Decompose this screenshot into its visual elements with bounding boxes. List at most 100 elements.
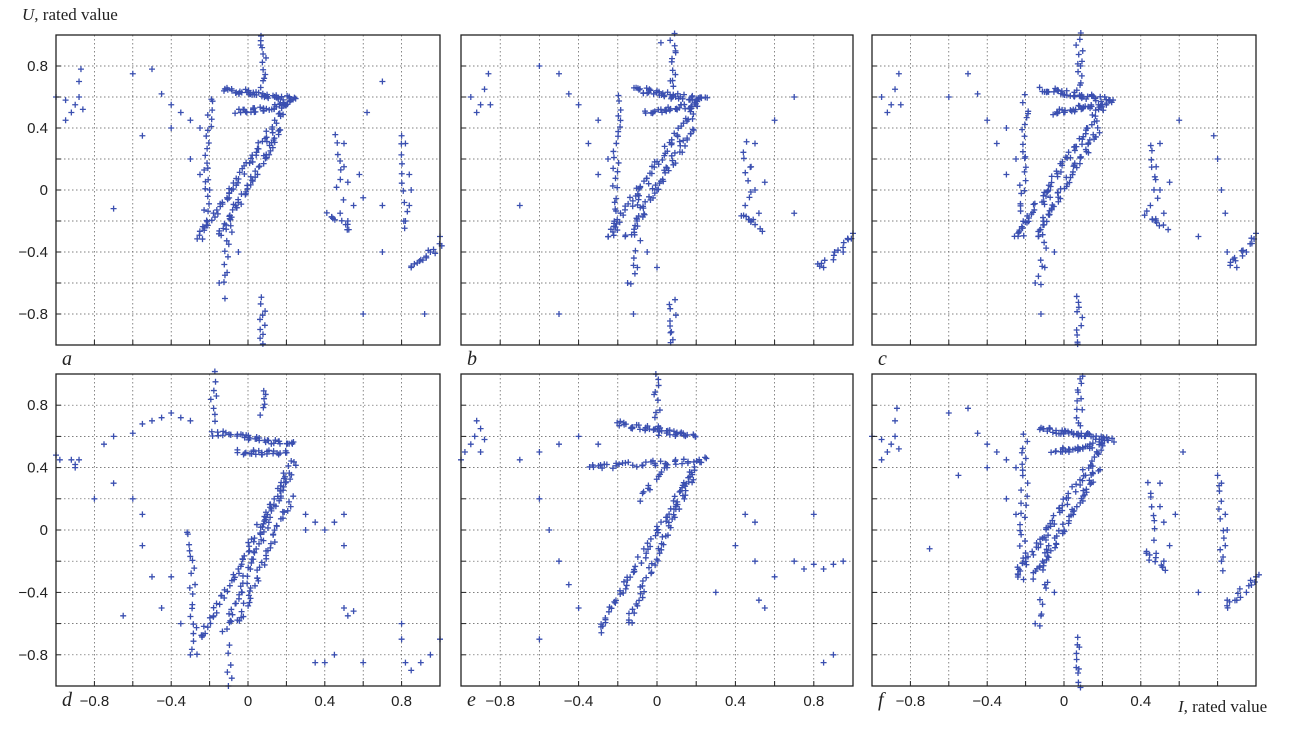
data-point [276, 110, 283, 117]
data-point [1073, 503, 1080, 510]
data-point [1248, 581, 1255, 588]
data-point [212, 378, 219, 385]
data-point [276, 101, 283, 108]
data-point [536, 495, 543, 502]
data-point [687, 130, 694, 137]
data-point [1077, 62, 1084, 69]
data-point [742, 202, 749, 209]
data-point [187, 117, 194, 124]
data-point [219, 628, 226, 635]
data-point [1075, 51, 1082, 58]
data-point [344, 612, 351, 619]
data-point [672, 160, 679, 167]
data-point [1037, 281, 1044, 288]
data-point [1073, 293, 1080, 300]
data-point [219, 201, 226, 208]
data-point [1003, 456, 1010, 463]
data-point [1041, 239, 1048, 246]
data-point [206, 200, 213, 207]
data-point [1003, 495, 1010, 502]
data-point [189, 590, 196, 597]
data-point [556, 70, 562, 77]
data-point [1070, 163, 1077, 170]
data-point [228, 675, 235, 682]
data-point [204, 160, 211, 167]
x-tick-label: −0.8 [896, 693, 926, 710]
data-point [269, 144, 276, 151]
data-point [1036, 596, 1043, 603]
data-point [230, 571, 237, 578]
data-point [202, 152, 209, 159]
data-point [1053, 533, 1060, 540]
data-point [615, 133, 622, 140]
data-point [1045, 532, 1052, 539]
data-point [679, 95, 686, 102]
data-point [1074, 332, 1081, 339]
data-point [615, 112, 622, 119]
data-point [266, 151, 273, 158]
data-point [791, 210, 798, 217]
data-point [626, 194, 633, 201]
data-point [1031, 200, 1038, 207]
data-point [226, 610, 233, 617]
data-point [110, 480, 117, 487]
data-point [516, 456, 523, 463]
data-point [1160, 558, 1167, 565]
data-point [955, 472, 962, 479]
data-point [68, 109, 75, 116]
data-point [629, 462, 636, 469]
data-point [62, 97, 69, 104]
data-point [1036, 622, 1043, 629]
data-point [1017, 202, 1024, 209]
data-point [820, 264, 827, 271]
data-point [1074, 397, 1081, 404]
data-point [610, 165, 617, 172]
data-point [1146, 551, 1153, 558]
data-point [1043, 524, 1050, 531]
data-point [216, 601, 223, 608]
data-point [1074, 634, 1081, 641]
data-point [668, 152, 675, 159]
data-point [1021, 538, 1028, 545]
data-point [76, 78, 83, 85]
data-point [224, 669, 231, 676]
data-point [467, 441, 474, 448]
data-point [268, 505, 275, 512]
data-point [1248, 240, 1255, 247]
y-axis-symbol: U [22, 5, 36, 24]
data-point [830, 252, 837, 259]
data-point [279, 508, 286, 515]
data-point [1019, 472, 1026, 479]
data-point [196, 228, 203, 235]
data-point [285, 462, 292, 469]
data-point [1039, 601, 1046, 608]
data-point [671, 514, 678, 521]
data-point [242, 191, 249, 198]
data-point [888, 101, 895, 108]
data-point [1149, 216, 1156, 223]
data-point [270, 440, 277, 447]
data-point [101, 441, 107, 448]
data-point [635, 422, 642, 429]
data-point [256, 540, 263, 547]
x-tick-label: 0 [1060, 693, 1068, 710]
x-tick-label: 0.8 [391, 693, 412, 710]
data-point [401, 199, 408, 206]
data-point [1069, 483, 1076, 490]
data-point [895, 445, 902, 452]
data-point [1075, 304, 1082, 311]
data-point [668, 328, 675, 335]
data-point [227, 662, 234, 669]
data-point [259, 44, 266, 51]
data-point [274, 485, 281, 492]
data-point [657, 39, 664, 46]
data-point [1016, 182, 1023, 189]
data-point [1082, 146, 1089, 153]
data-point [612, 207, 619, 214]
data-point [1151, 173, 1158, 180]
data-point [1067, 174, 1074, 181]
data-point [246, 435, 253, 442]
data-point [62, 117, 69, 124]
data-point [1021, 133, 1028, 140]
data-point [1050, 88, 1057, 95]
